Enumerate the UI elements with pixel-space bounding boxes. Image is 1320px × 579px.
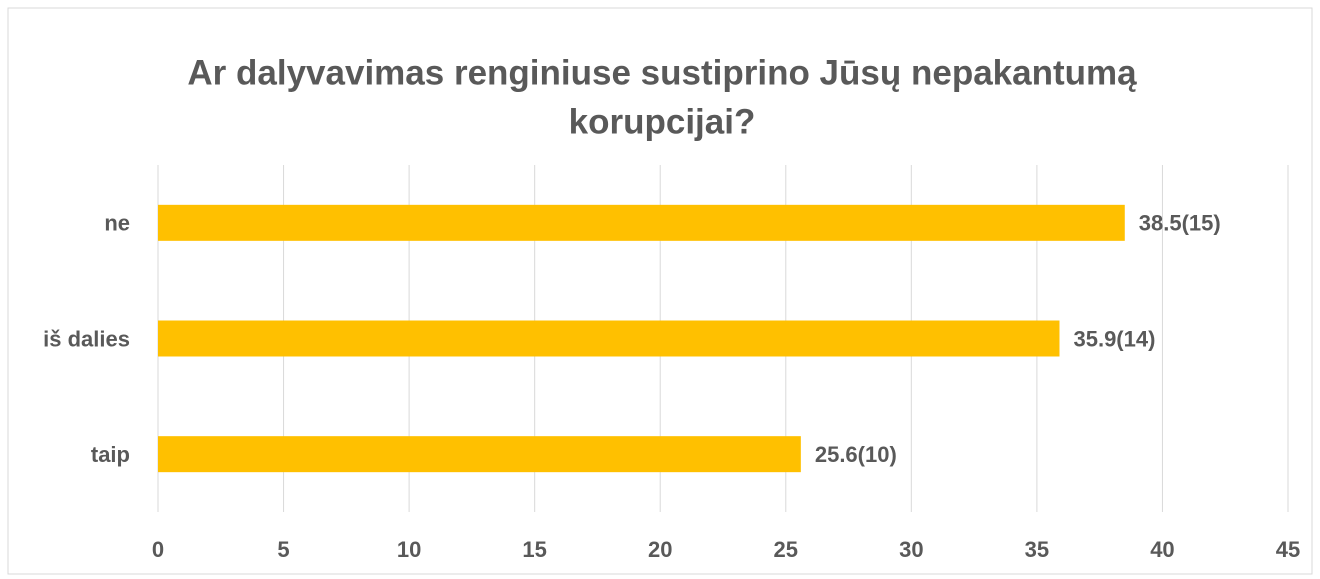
x-tick-label: 25 bbox=[774, 537, 798, 562]
x-tick-label: 45 bbox=[1276, 537, 1300, 562]
y-tick-label: iš dalies bbox=[43, 326, 130, 351]
x-tick-label: 35 bbox=[1025, 537, 1049, 562]
chart-title: korupcijai? bbox=[569, 102, 756, 141]
x-tick-label: 0 bbox=[152, 537, 164, 562]
x-tick-label: 10 bbox=[397, 537, 421, 562]
chart-title: Ar dalyvavimas renginiuse sustiprino Jūs… bbox=[187, 53, 1137, 92]
bar bbox=[158, 320, 1060, 357]
x-tick-label: 30 bbox=[899, 537, 923, 562]
x-tick-label: 5 bbox=[277, 537, 289, 562]
y-tick-label: taip bbox=[91, 442, 130, 467]
y-tick-label: ne bbox=[104, 211, 130, 236]
value-label: 38.5(15) bbox=[1139, 211, 1221, 236]
bar bbox=[158, 204, 1125, 241]
value-label: 35.9(14) bbox=[1073, 326, 1155, 351]
x-tick-label: 15 bbox=[522, 537, 546, 562]
value-label: 25.6(10) bbox=[815, 442, 897, 467]
x-tick-label: 40 bbox=[1150, 537, 1174, 562]
bar bbox=[158, 436, 801, 473]
x-tick-label: 20 bbox=[648, 537, 672, 562]
